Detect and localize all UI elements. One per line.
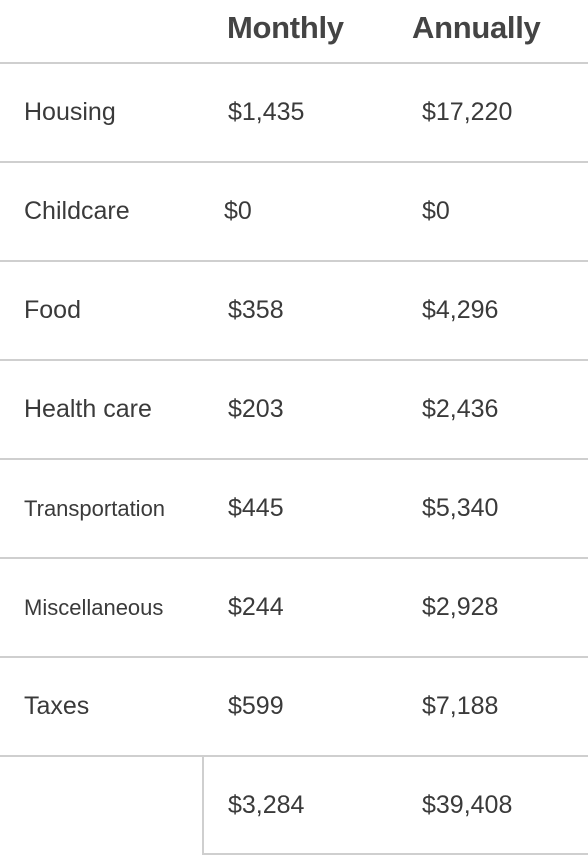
table-row: Health care $203 $2,436 bbox=[0, 361, 588, 460]
row-label: Transportation bbox=[24, 496, 166, 521]
annual-value: $17,220 bbox=[422, 98, 513, 126]
total-row: $3,284 $39,408 bbox=[0, 757, 588, 855]
table-row: Miscellaneous $244 $2,928 bbox=[0, 559, 588, 658]
monthly-value: $1,435 bbox=[228, 98, 305, 126]
table-row: Food $358 $4,296 bbox=[0, 262, 588, 361]
table-row: Childcare $0 $0 bbox=[0, 163, 588, 262]
monthly-value: $358 bbox=[228, 296, 284, 324]
monthly-value: $445 bbox=[228, 494, 284, 522]
table-row: Taxes $599 $7,188 bbox=[0, 658, 588, 757]
row-label: Miscellaneous bbox=[24, 595, 164, 620]
table-row: Transportation $445 $5,340 bbox=[0, 460, 588, 559]
monthly-value: $244 bbox=[228, 593, 284, 621]
annual-value: $7,188 bbox=[422, 692, 499, 720]
total-monthly-value: $3,284 bbox=[228, 791, 305, 819]
monthly-value: $599 bbox=[228, 692, 284, 720]
table-header-row: Monthly Annually bbox=[0, 0, 588, 64]
header-monthly: Monthly bbox=[227, 10, 344, 45]
table-row: Housing $1,435 $17,220 bbox=[0, 64, 588, 163]
row-label: Health care bbox=[24, 395, 152, 423]
annual-value: $2,928 bbox=[422, 593, 499, 621]
monthly-value: $203 bbox=[228, 395, 284, 423]
annual-value: $5,340 bbox=[422, 494, 499, 522]
annual-value: $2,436 bbox=[422, 395, 499, 423]
total-annual-value: $39,408 bbox=[422, 791, 513, 819]
row-label: Housing bbox=[24, 98, 116, 126]
monthly-value: $0 bbox=[224, 197, 252, 225]
row-label: Taxes bbox=[24, 692, 90, 720]
annual-value: $0 bbox=[422, 197, 450, 225]
row-label: Food bbox=[24, 296, 81, 324]
row-label: Childcare bbox=[24, 197, 130, 225]
annual-value: $4,296 bbox=[422, 296, 499, 324]
header-annually: Annually bbox=[412, 10, 541, 45]
